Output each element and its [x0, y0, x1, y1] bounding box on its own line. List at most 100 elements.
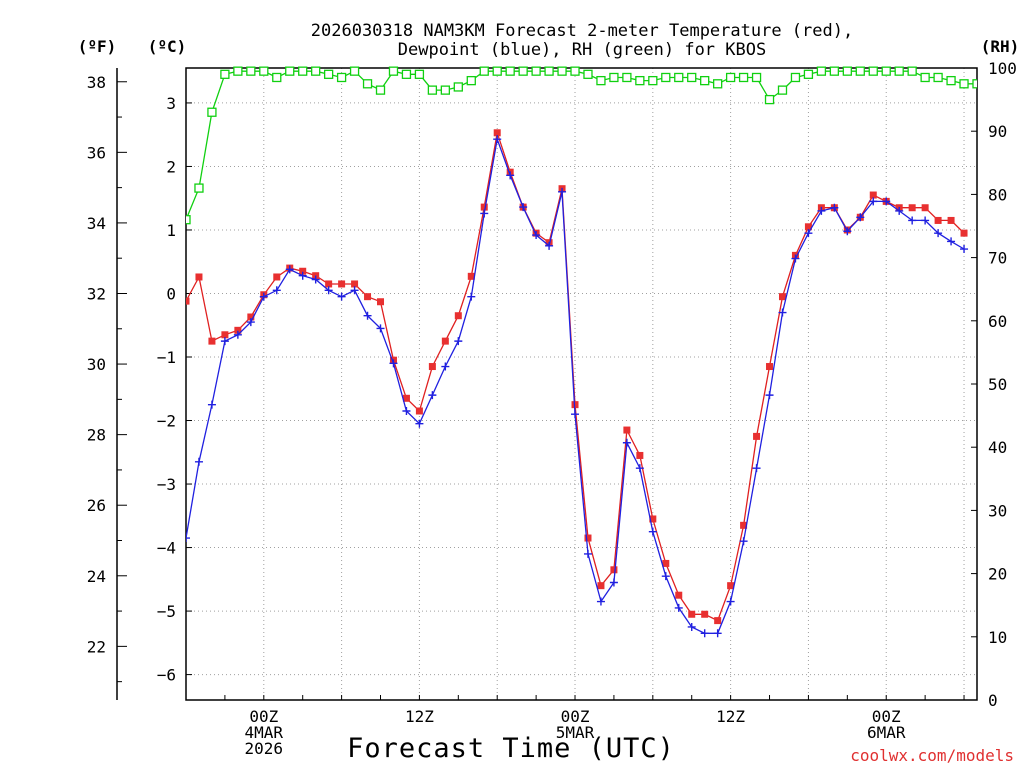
dew-point [830, 203, 839, 212]
rh-point [362, 79, 373, 89]
dew-point [389, 359, 398, 368]
rh-point [492, 66, 502, 76]
rh-point [194, 183, 204, 193]
rh-point [440, 85, 450, 95]
rh-point [933, 72, 943, 83]
dew-point [869, 197, 878, 206]
dew-point [233, 330, 242, 339]
rh-point [505, 66, 515, 76]
rh-point [920, 72, 930, 83]
dew-point [609, 578, 618, 587]
rh-point [842, 66, 852, 76]
temp-point [186, 297, 190, 305]
rh-point [829, 66, 840, 76]
fahrenheit-unit-label: (ºF) [78, 37, 117, 56]
rh-point [700, 75, 710, 86]
rh-point [414, 69, 425, 79]
celsius-tick-labels: −6 −5 −4 −3 −2 −1 0 1 2 3 [157, 94, 176, 685]
rh-tick-label: 50 [988, 375, 1007, 394]
dew-point [661, 572, 670, 581]
rh-point [635, 75, 645, 86]
dew-point [726, 597, 735, 606]
dew-point [272, 286, 281, 295]
rh-point [427, 85, 438, 95]
dew-point [350, 286, 359, 295]
chart-title-line2: Dewpoint (blue), RH (green) for KBOS [398, 40, 766, 60]
rh-point [311, 66, 321, 76]
dew-point [441, 362, 450, 371]
dew-point [882, 197, 891, 206]
temp-point [195, 273, 203, 281]
temp-point [675, 591, 683, 599]
rh-tick-label: 100 [988, 59, 1017, 78]
temp-point [610, 566, 618, 574]
dew-point [558, 187, 567, 196]
temp-point [947, 216, 955, 224]
temp-point [402, 394, 410, 402]
dew-point [817, 206, 826, 215]
temp-point [467, 272, 475, 280]
rh-point [272, 72, 282, 83]
dew-point [791, 254, 800, 263]
temp-point [454, 312, 462, 320]
rh-point [349, 66, 360, 76]
rh-point [401, 69, 412, 79]
dew-point [402, 406, 411, 415]
dew-point [298, 271, 307, 280]
rh-point [907, 66, 917, 76]
dew-point [532, 231, 541, 240]
rh-point [298, 66, 308, 76]
plot-frame [185, 67, 978, 701]
rh-point [751, 72, 762, 83]
dew-point [895, 206, 904, 215]
rh-point [570, 66, 580, 76]
celsius-tick-label: 1 [166, 221, 176, 240]
rh-point [518, 66, 528, 76]
dew-point [363, 311, 372, 320]
celsius-unit-label: (ºC) [148, 37, 187, 56]
fahrenheit-tick-label: 32 [87, 284, 106, 303]
rh-point [388, 66, 399, 76]
series-line-dew [186, 136, 965, 634]
temp-point [208, 337, 216, 345]
rh-point [713, 79, 723, 89]
rh-point [544, 66, 554, 76]
fahrenheit-tick-label: 26 [87, 496, 106, 515]
dew-point [311, 275, 320, 284]
dew-point [687, 622, 696, 631]
temp-point [804, 223, 812, 231]
rh-tick-labels: 0 10 20 30 40 50 60 70 80 90 100 [971, 59, 1017, 710]
rh-point [259, 66, 269, 76]
rh-point [285, 66, 295, 76]
dew-point [765, 391, 774, 400]
series-layer [186, 66, 977, 638]
temp-point [221, 331, 229, 339]
series-line-rh [186, 70, 977, 220]
rh-point [661, 72, 671, 83]
chart-title-line1: 2026030318 NAM3KM Forecast 2-meter Tempe… [311, 21, 853, 41]
rh-point [375, 85, 386, 95]
rh-tick-label: 70 [988, 249, 1007, 268]
series-rh [186, 66, 977, 225]
dew-point [700, 629, 709, 638]
temp-point [688, 610, 696, 618]
x-tick-label: 00Z [872, 707, 901, 726]
rh-point [790, 72, 801, 83]
dew-point [960, 245, 969, 254]
temp-point [584, 534, 592, 542]
dew-point [635, 464, 644, 473]
dew-point [376, 324, 385, 333]
rh-tick-label: 30 [988, 501, 1007, 520]
x-tick-label: 5MAR [556, 723, 595, 742]
celsius-tick-label: 2 [166, 157, 176, 176]
dew-point [285, 265, 294, 274]
dew-point [324, 286, 333, 295]
fahrenheit-tick-labels: 22 24 26 28 30 32 34 36 38 [87, 73, 106, 657]
temp-point [480, 203, 488, 211]
x-tick-label: 6MAR [867, 723, 906, 742]
rh-point [233, 66, 243, 76]
celsius-tick-label: −6 [157, 666, 176, 685]
rh-point [855, 66, 865, 76]
temp-point [778, 293, 786, 301]
rh-point [323, 69, 334, 79]
